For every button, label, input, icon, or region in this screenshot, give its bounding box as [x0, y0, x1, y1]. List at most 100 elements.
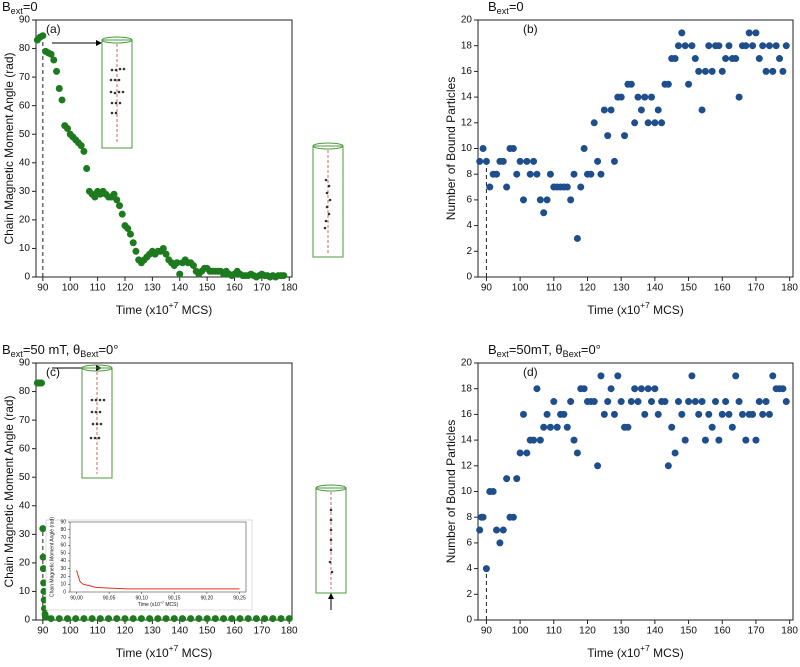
data-point: [476, 157, 484, 165]
y-tick-label: 40: [19, 500, 31, 511]
data-point: [752, 436, 760, 444]
data-point: [110, 190, 118, 198]
data-point: [479, 145, 487, 152]
data-point: [203, 615, 211, 623]
data-point: [661, 398, 669, 406]
data-point: [722, 398, 730, 406]
data-point: [718, 410, 726, 418]
text-part: =50mT, θ: [509, 342, 563, 357]
data-point: [735, 93, 743, 101]
data-point: [580, 145, 588, 152]
data-point: [715, 42, 723, 50]
cylinder-diagrams: [52, 36, 347, 610]
y-tick-label: 40: [60, 558, 66, 564]
y-tick-label: 70: [60, 535, 66, 541]
data-point: [536, 436, 544, 444]
x-tick-label: 160: [226, 283, 243, 294]
text-part: B: [2, 0, 11, 14]
data-point: [708, 67, 716, 75]
data-point: [674, 398, 682, 406]
data-point: [732, 55, 740, 63]
text-part: Time (x10: [116, 303, 169, 317]
data-point: [668, 423, 676, 431]
data-point: [654, 410, 662, 418]
data-point: [681, 42, 689, 50]
data-point: [543, 196, 551, 204]
text-part: =0: [23, 0, 38, 14]
panel-label: (a): [46, 22, 61, 36]
x-tick-label: 150: [199, 283, 216, 294]
data-point: [113, 615, 121, 623]
data-point: [691, 398, 699, 406]
panel-label: (b): [523, 22, 538, 36]
data-point: [499, 526, 507, 534]
data-point: [782, 42, 790, 50]
x-tick-label: 170: [254, 283, 271, 294]
chart-panel: 90 100 110 120 130 140 150 160 170 180 0 2 4 6 8 10 12 14…: [444, 0, 798, 317]
y-tick-label: 60: [19, 100, 31, 111]
arrow-head: [328, 593, 334, 599]
y-axis-label: Chain Magnetic Moment Angle (rad): [49, 517, 55, 597]
particle: [117, 90, 121, 94]
y-tick-label: 4: [466, 220, 472, 231]
data-point: [607, 385, 615, 393]
data-point: [533, 170, 541, 178]
data-point: [50, 56, 58, 64]
x-tick-label: 170: [254, 626, 271, 637]
data-point: [563, 423, 571, 431]
y-tick-label: 70: [19, 415, 31, 426]
data-point: [493, 526, 501, 534]
data-point: [220, 615, 228, 623]
particle: [98, 398, 102, 402]
data-point: [634, 93, 642, 101]
particle: [114, 101, 118, 105]
data-point: [244, 615, 252, 623]
data-point: [567, 196, 575, 204]
data-point: [503, 183, 511, 191]
y-tick-label: 80: [60, 527, 66, 533]
data-point: [77, 142, 85, 150]
particle: [114, 68, 118, 72]
data-point: [228, 615, 236, 623]
y-tick-label: 30: [60, 566, 66, 572]
data-point: [617, 398, 625, 406]
particle: [329, 528, 333, 532]
data-point: [509, 513, 517, 521]
x-tick-label: 180: [281, 283, 298, 294]
particle: [330, 570, 334, 574]
y-tick-label: 50: [60, 550, 66, 556]
particle: [91, 422, 95, 426]
x-tick-label: 180: [781, 626, 798, 637]
panel-title: Bext=50 mT, θBext=0°: [2, 342, 119, 359]
x-tick-label: 130: [144, 283, 161, 294]
data-point: [594, 157, 602, 165]
subscript: ext: [11, 349, 24, 359]
data-point: [162, 615, 170, 623]
data-point: [173, 259, 181, 267]
data-point: [187, 615, 195, 623]
particle: [324, 219, 328, 223]
data-point: [80, 615, 88, 623]
data-point: [39, 565, 47, 573]
particle: [90, 410, 94, 414]
plot-frame: [35, 19, 293, 278]
data-point: [765, 42, 773, 50]
data-point: [587, 170, 595, 178]
y-tick-label: 0: [466, 272, 472, 283]
inset-background: [45, 519, 253, 611]
data-point: [137, 615, 145, 623]
data-point: [644, 385, 652, 393]
data-point: [503, 475, 511, 483]
x-tick-label: 140: [171, 283, 188, 294]
y-tick-label: 90: [60, 519, 66, 525]
data-point: [280, 272, 288, 280]
data-point: [567, 398, 575, 406]
particle: [329, 518, 333, 522]
y-tick-label: 80: [19, 43, 31, 54]
x-tick-label: 90,15: [168, 595, 181, 601]
y-tick-label: 6: [466, 195, 472, 206]
plot-frame: [477, 19, 794, 278]
data-point: [159, 244, 167, 252]
y-tick-label: 16: [461, 66, 473, 77]
particle: [329, 538, 333, 542]
